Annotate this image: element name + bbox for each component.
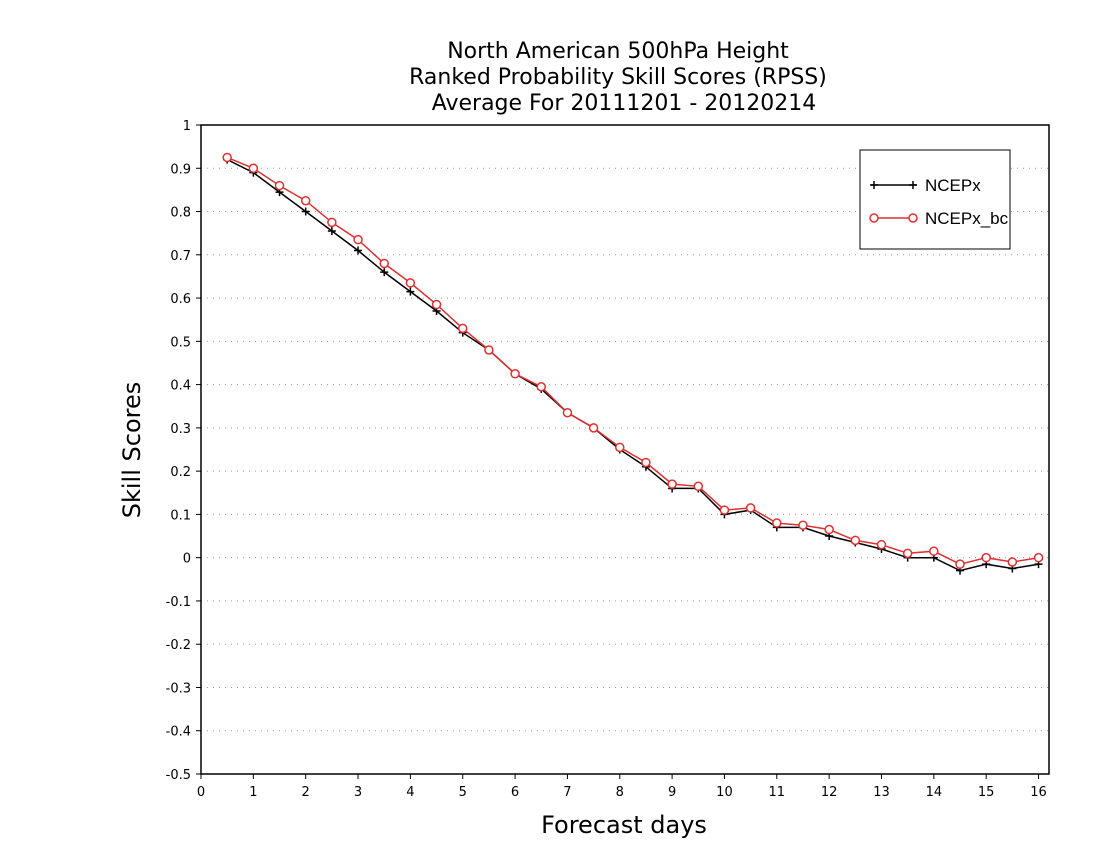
y-tick-label-12: -0.2 [166, 638, 191, 653]
data-point-1-28 [955, 559, 965, 569]
x-tick-label-9: 9 [668, 785, 676, 800]
data-point-1-17 [667, 479, 677, 489]
legend-label-ncepx-bc: NCEPx_bc [925, 209, 1009, 228]
data-point-1-26 [902, 548, 913, 559]
data-point-1-4 [327, 217, 337, 228]
x-tick-label-13: 13 [873, 785, 890, 800]
data-point-0-6 [380, 268, 389, 277]
x-tick-label-12: 12 [821, 785, 838, 800]
data-point-1-5 [353, 234, 363, 245]
data-point-1-7 [405, 278, 416, 288]
plot-frame [200, 124, 1050, 775]
data-point-1-27 [929, 546, 939, 556]
x-tick-label-10: 10 [716, 785, 733, 800]
data-point-1-19 [719, 505, 730, 515]
x-tick-label-14: 14 [926, 785, 943, 800]
data-point-1-15 [615, 442, 625, 453]
data-point-1-13 [562, 407, 573, 418]
x-tick-label-15: 15 [978, 785, 995, 800]
y-tick-label-10: 0 [183, 552, 191, 567]
data-point-1-23 [824, 524, 834, 535]
x-tick-label-8: 8 [616, 785, 624, 800]
legend-label-ncepx: NCEPx [925, 176, 981, 195]
y-tick-label-13: -0.3 [166, 681, 191, 696]
y-tick-label-14: -0.4 [166, 725, 191, 740]
data-point-1-1 [248, 163, 259, 174]
x-axis-label: Forecast days [541, 811, 707, 839]
y-axis-label: Skill Scores [118, 382, 146, 519]
legend-entry-ncepx-bc: NCEPx_bc [869, 209, 1009, 228]
x-tick-label-0: 0 [197, 785, 205, 800]
data-point-1-8 [431, 299, 442, 310]
data-point-1-16 [641, 457, 651, 468]
x-tick-label-5: 5 [459, 785, 467, 800]
data-point-0-7 [406, 287, 415, 296]
legend-entry-ncepx: NCEPx [870, 176, 981, 195]
y-tick-label-3: 0.7 [170, 249, 191, 264]
data-point-0-4 [327, 227, 336, 236]
x-axis-ticks: 0 1 2 3 4 5 6 7 8 9 10 11 12 13 14 15 16 [197, 774, 1047, 800]
x-tick-label-1: 1 [249, 785, 257, 800]
x-tick-label-4: 4 [406, 785, 414, 800]
data-point-1-3 [300, 195, 311, 206]
y-tick-label-4: 0.6 [170, 292, 191, 307]
x-tick-label-3: 3 [354, 785, 362, 800]
legend-marker-ncepx-bc-right [908, 213, 918, 223]
y-axis-ticks: 1 0.9 0.8 0.7 0.6 0.5 0.4 0.3 0.2 0.1 0 -0.1 -0.2 -0.… [166, 119, 201, 783]
y-tick-label-2: 0.8 [170, 206, 191, 221]
title-line-3: Average For 20111201 - 20120214 [432, 91, 817, 116]
data-point-1-6 [379, 258, 389, 269]
title-line-2: Ranked Probability Skill Scores (RPSS) [409, 65, 827, 90]
y-tick-label-7: 0.3 [170, 422, 191, 437]
data-point-1-25 [876, 539, 887, 550]
chart-title: North American 500hPa Height Ranked Prob… [409, 39, 827, 116]
data-point-1-22 [798, 520, 808, 530]
data-point-1-31 [1033, 552, 1044, 563]
data-point-1-14 [588, 423, 599, 433]
data-point-1-30 [1007, 557, 1018, 567]
x-tick-label-11: 11 [769, 785, 786, 800]
data-point-1-0 [222, 152, 232, 163]
y-tick-label-9: 0.1 [170, 508, 191, 523]
y-tick-label-0: 1 [183, 119, 191, 134]
data-point-1-11 [510, 369, 520, 379]
y-tick-label-11: -0.1 [166, 595, 191, 610]
data-point-1-20 [745, 503, 756, 513]
data-point-1-2 [274, 180, 285, 191]
data-point-1-21 [772, 518, 782, 528]
x-tick-label-6: 6 [511, 785, 519, 800]
data-point-0-3 [301, 207, 310, 216]
data-point-1-24 [850, 535, 861, 546]
y-tick-label-15: -0.5 [166, 768, 191, 783]
data-point-1-18 [693, 481, 704, 492]
y-tick-label-1: 0.9 [170, 162, 191, 177]
data-point-1-29 [981, 552, 991, 563]
series-ncepx-bc [222, 152, 1044, 569]
x-tick-label-16: 16 [1030, 785, 1047, 800]
x-tick-label-2: 2 [302, 785, 310, 800]
y-tick-label-6: 0.4 [170, 379, 191, 394]
legend-marker-ncepx [870, 181, 917, 189]
data-point-1-12 [536, 382, 546, 392]
legend: NCEPx NCEPx_bc [859, 149, 1011, 250]
legend-marker-ncepx-bc-left [869, 213, 879, 223]
data-point-1-10 [484, 345, 494, 355]
legend-box [859, 149, 1011, 250]
data-point-0-5 [354, 246, 363, 255]
data-point-1-9 [457, 323, 468, 334]
series-layer [222, 152, 1044, 575]
x-tick-label-7: 7 [563, 785, 571, 800]
title-line-1: North American 500hPa Height [447, 39, 789, 64]
series-line-0 [226, 158, 1039, 572]
y-tick-label-5: 0.5 [170, 335, 191, 350]
y-tick-label-8: 0.2 [170, 465, 191, 480]
